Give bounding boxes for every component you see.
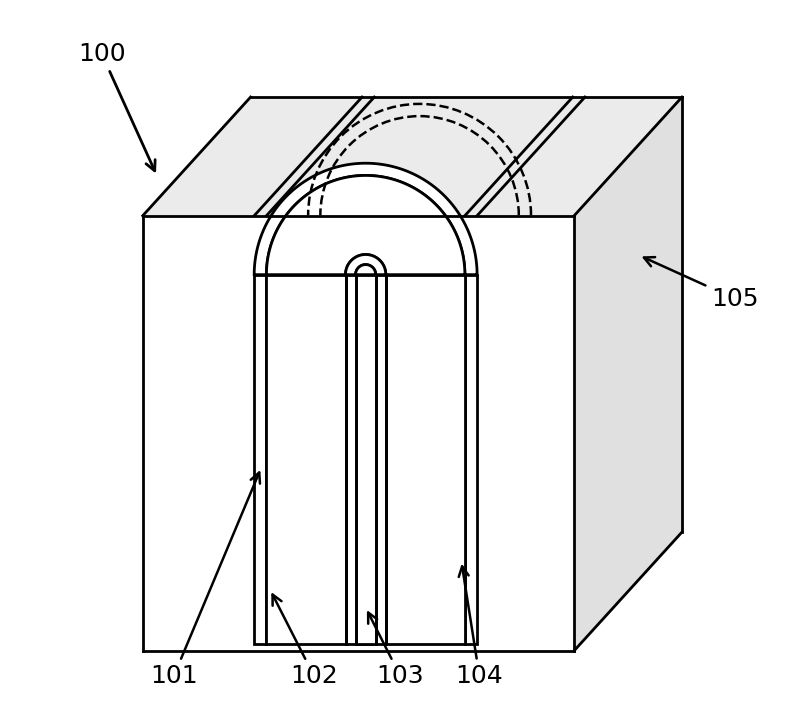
Text: 105: 105: [644, 257, 759, 311]
Polygon shape: [345, 275, 386, 644]
Text: 103: 103: [369, 613, 424, 688]
Polygon shape: [465, 275, 477, 644]
Polygon shape: [386, 275, 465, 644]
Text: 101: 101: [150, 472, 260, 688]
Polygon shape: [345, 255, 386, 275]
Polygon shape: [356, 265, 376, 275]
Text: 104: 104: [455, 567, 503, 688]
Polygon shape: [574, 97, 682, 651]
Polygon shape: [356, 275, 376, 644]
Polygon shape: [254, 275, 267, 644]
Text: 100: 100: [78, 42, 155, 171]
Polygon shape: [142, 216, 574, 651]
Polygon shape: [142, 97, 682, 216]
Text: 102: 102: [272, 595, 338, 688]
Polygon shape: [267, 175, 465, 275]
Polygon shape: [267, 275, 345, 644]
Polygon shape: [254, 163, 477, 275]
